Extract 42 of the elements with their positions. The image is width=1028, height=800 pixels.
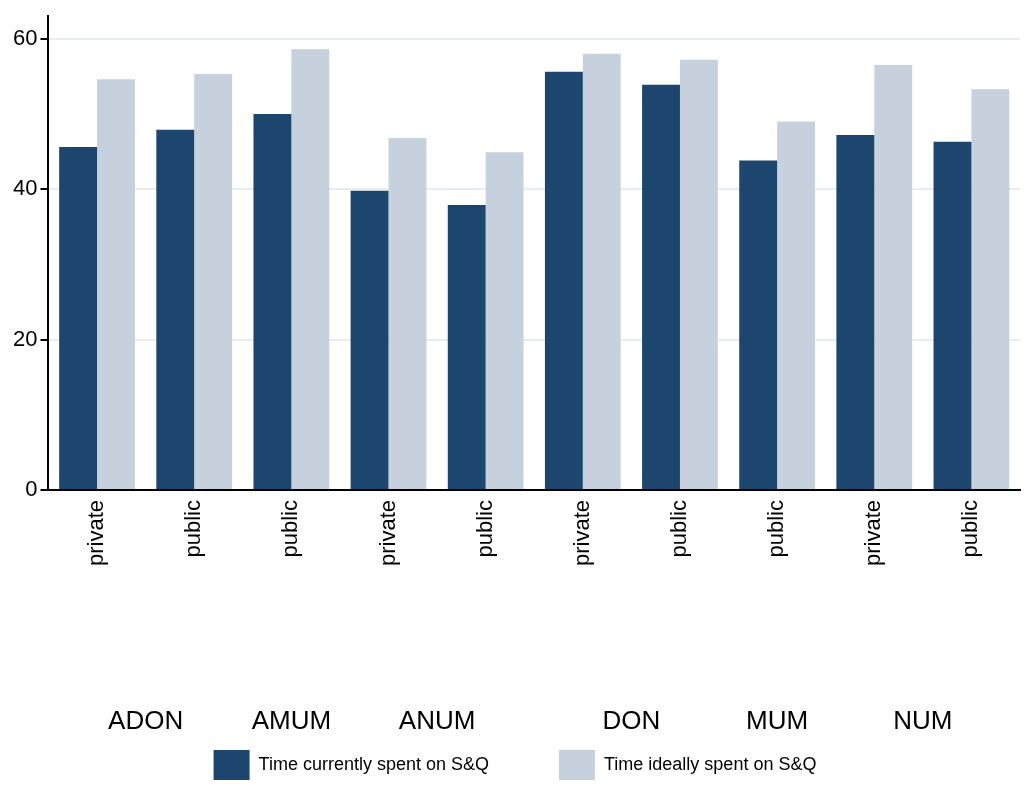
x-tick-label: public: [277, 500, 303, 558]
text: ADON: [108, 705, 184, 736]
bar: [933, 141, 972, 489]
x-tick-label: private: [860, 500, 886, 567]
y-tick-label: 20: [12, 325, 38, 351]
bar: [194, 74, 233, 489]
x-tick-label: public: [471, 500, 497, 558]
bar: [836, 135, 875, 489]
bar: [388, 138, 427, 489]
x-tick-label: public: [763, 500, 789, 558]
x-tick-label: public: [957, 500, 983, 558]
bar: [291, 49, 330, 489]
bar: [253, 113, 292, 489]
text: MUM: [746, 705, 809, 736]
bar: [350, 190, 389, 489]
bar: [59, 147, 98, 489]
text: ANUM: [398, 705, 476, 736]
bar: [679, 59, 718, 489]
bar: [447, 204, 486, 489]
x-tick-label: private: [568, 500, 594, 567]
bar: [544, 71, 583, 489]
bar: [156, 129, 195, 489]
bar: [777, 121, 816, 489]
bar: [642, 84, 680, 489]
bar: [485, 152, 524, 489]
bar: [739, 160, 778, 489]
text: AMUM: [251, 705, 332, 736]
y-tick-label: 60: [12, 24, 38, 50]
x-tick-label: public: [666, 500, 692, 558]
bar: [582, 53, 621, 489]
text: NUM: [893, 705, 953, 736]
legend-label: Time ideally spent on S&Q: [604, 753, 817, 774]
y-tick-label: 40: [12, 175, 38, 201]
y-tick-label: 0: [25, 476, 38, 502]
x-tick-label: private: [83, 500, 109, 567]
text: DON: [602, 705, 661, 736]
bar: [97, 79, 135, 489]
bar: [874, 65, 913, 489]
x-tick-label: private: [374, 500, 400, 567]
bar: [971, 89, 1010, 489]
legend-label: Time currently spent on S&Q: [258, 753, 490, 774]
x-tick-label: public: [180, 500, 206, 558]
